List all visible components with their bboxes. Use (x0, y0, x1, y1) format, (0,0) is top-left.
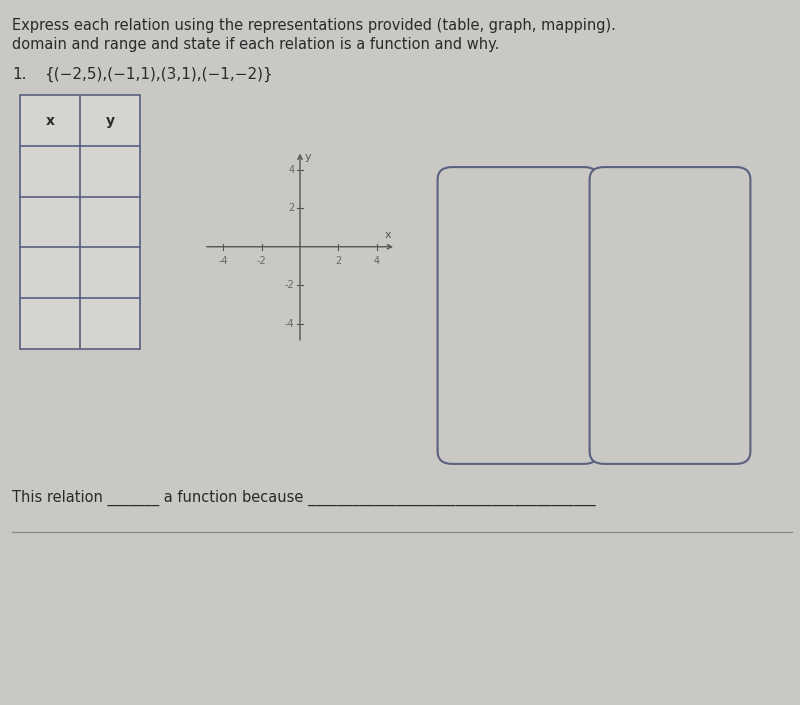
Text: 2: 2 (335, 257, 342, 266)
Text: -4: -4 (285, 319, 294, 329)
FancyBboxPatch shape (590, 167, 750, 464)
Text: This relation _______ a function because _______________________________________: This relation _______ a function because… (12, 490, 596, 506)
Text: 4: 4 (288, 165, 294, 175)
Text: domain and range and state if each relation is a function and why.: domain and range and state if each relat… (12, 37, 499, 51)
Text: y: y (106, 114, 114, 128)
FancyBboxPatch shape (438, 167, 598, 464)
Text: x: x (46, 114, 54, 128)
Text: y: y (305, 152, 311, 161)
Text: {(−2,5),(−1,1),(3,1),(−1,−2)}: {(−2,5),(−1,1),(3,1),(−1,−2)} (44, 67, 273, 82)
Text: 2: 2 (288, 203, 294, 214)
Text: -4: -4 (218, 257, 228, 266)
Text: Express each relation using the representations provided (table, graph, mapping): Express each relation using the represen… (12, 18, 616, 32)
Text: 1.: 1. (12, 67, 26, 82)
Text: -2: -2 (257, 257, 266, 266)
Text: -2: -2 (285, 280, 294, 290)
Text: 4: 4 (374, 257, 380, 266)
FancyBboxPatch shape (20, 95, 140, 349)
Text: x: x (385, 230, 392, 240)
